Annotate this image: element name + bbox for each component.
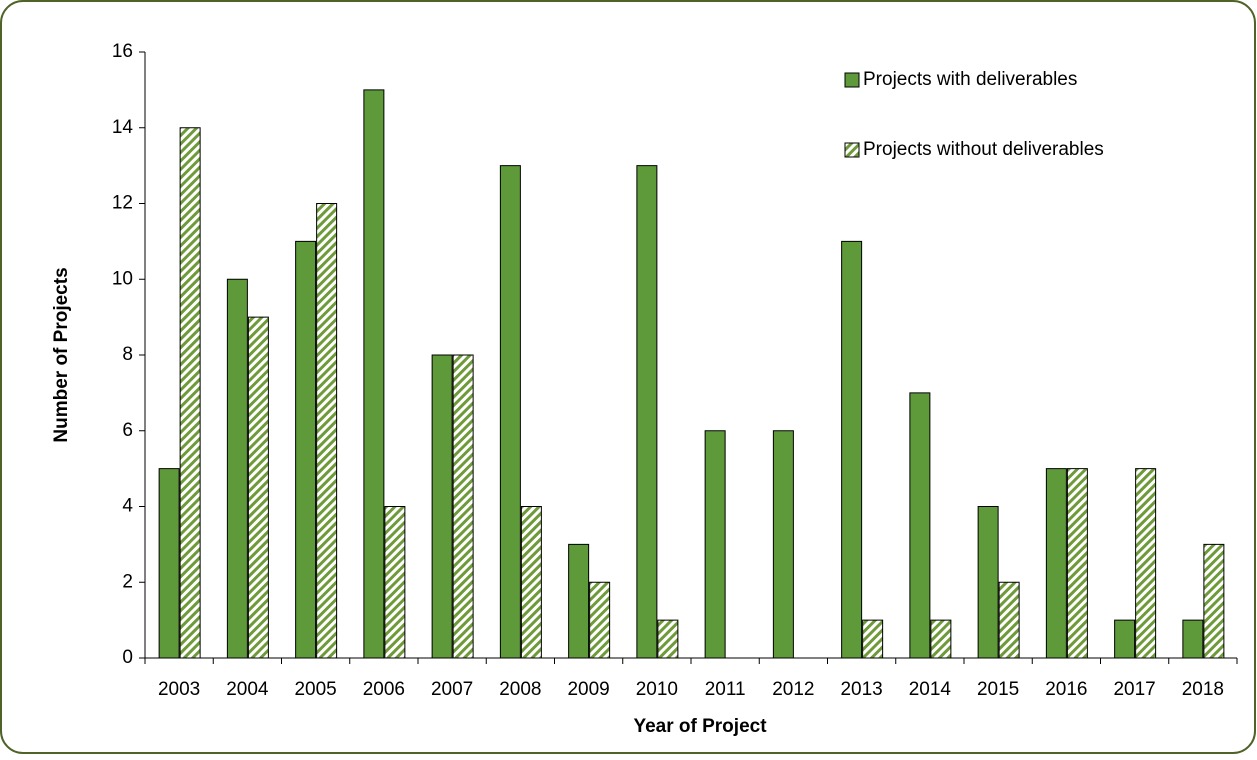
x-tick-label: 2006 xyxy=(363,679,405,700)
bar xyxy=(316,203,338,659)
bar xyxy=(179,127,201,659)
bar xyxy=(636,165,658,659)
x-tick-label: 2004 xyxy=(226,679,269,700)
bar xyxy=(1114,619,1136,659)
bar xyxy=(1045,468,1067,659)
x-tick-label: 2003 xyxy=(158,679,200,700)
bar xyxy=(772,430,794,659)
bar xyxy=(158,468,180,659)
bar xyxy=(295,240,317,659)
x-axis-label: Year of Project xyxy=(633,716,767,737)
bar xyxy=(657,619,679,659)
legend-swatch xyxy=(844,72,860,88)
legend-label: Projects without deliverables xyxy=(863,139,1104,160)
x-tick-label: 2007 xyxy=(431,679,473,700)
bar xyxy=(1066,468,1088,659)
x-tick-label: 2009 xyxy=(567,679,609,700)
bar xyxy=(841,240,863,659)
x-tick-label: 2018 xyxy=(1182,679,1224,700)
y-tick-label: 16 xyxy=(112,41,133,62)
bar xyxy=(520,506,542,659)
y-tick-label: 8 xyxy=(122,344,133,365)
bar xyxy=(1203,543,1225,659)
bar xyxy=(1135,468,1157,659)
x-tick-label: 2005 xyxy=(294,679,336,700)
bar xyxy=(247,316,269,659)
bar xyxy=(452,354,474,659)
x-tick-label: 2017 xyxy=(1113,679,1155,700)
legend-swatch xyxy=(844,142,860,158)
y-tick-label: 6 xyxy=(122,420,133,441)
bar xyxy=(862,619,884,659)
bar xyxy=(704,430,726,659)
bar xyxy=(226,278,248,659)
x-tick-label: 2015 xyxy=(977,679,1019,700)
x-tick-label: 2012 xyxy=(772,679,814,700)
x-tick-label: 2008 xyxy=(499,679,541,700)
x-tick-label: 2011 xyxy=(705,679,746,700)
bar xyxy=(977,506,999,659)
bar xyxy=(363,89,385,659)
y-tick-label: 4 xyxy=(122,496,133,517)
x-tick-label: 2010 xyxy=(636,679,678,700)
y-tick-label: 14 xyxy=(112,117,134,138)
x-tick-label: 2016 xyxy=(1045,679,1087,700)
x-tick-label: 2014 xyxy=(909,679,952,700)
bar xyxy=(998,581,1020,659)
y-tick-label: 2 xyxy=(122,571,133,592)
bar xyxy=(431,354,453,659)
y-tick-label: 0 xyxy=(122,647,133,668)
y-axis-label: Number of Projects xyxy=(51,267,72,442)
bar xyxy=(930,619,952,659)
bar xyxy=(568,543,590,659)
y-tick-label: 12 xyxy=(112,193,133,214)
x-tick-label: 2013 xyxy=(840,679,882,700)
bar xyxy=(909,392,931,659)
bar xyxy=(499,165,521,659)
bar xyxy=(384,506,406,659)
y-tick-label: 10 xyxy=(112,268,133,289)
bar xyxy=(1182,619,1204,659)
bar xyxy=(589,581,611,659)
legend-label: Projects with deliverables xyxy=(863,69,1077,90)
